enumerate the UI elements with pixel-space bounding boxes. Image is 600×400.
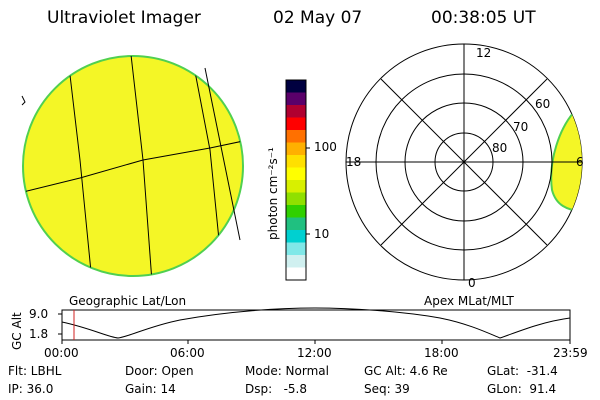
lat-label-70: 70 [513, 120, 529, 134]
colorbar-segment [286, 242, 306, 256]
colorbar-segment [286, 192, 306, 206]
colorbar-segment [286, 142, 306, 156]
plot-frame [61, 309, 571, 341]
apex-panel-label: Apex MLat/MLT [424, 294, 514, 308]
longitude-line [204, 67, 241, 241]
polar-plot [345, 43, 583, 281]
gc-alt-value: GC Alt: 4.6 Re [364, 364, 448, 378]
colorbar-segment [286, 92, 306, 106]
mlt-label-18: 18 [346, 155, 362, 169]
colorbar-border [285, 79, 307, 281]
mode-value: Mode: Normal [245, 364, 329, 378]
mlt-label-12: 12 [476, 46, 492, 60]
gain-value: Gain: 14 [125, 382, 176, 396]
mlt-label-0: 0 [468, 276, 476, 290]
colorbar-segment [286, 217, 306, 231]
orbit-xtick-0000: 00:00 [44, 346, 79, 360]
colorbar-label-10: 10 [314, 227, 330, 241]
orbit-xtick-0600: 06:00 [170, 346, 205, 360]
dsp-value: Dsp: -5.8 [245, 382, 308, 396]
altitude-curve [61, 307, 571, 339]
orbit-ylabel: GC Alt [10, 312, 24, 350]
glat-value: GLat: -31.4 [487, 364, 558, 378]
orbit-xtick-1800: 18:00 [424, 346, 459, 360]
colorbar-segment [286, 255, 306, 268]
orbit-ymin-label: 1.8 [29, 327, 49, 341]
colorbar-segment [286, 117, 306, 131]
colorbar-segment [286, 130, 306, 143]
lat-label-80: 80 [492, 141, 508, 155]
time-label: 00:38:05 UT [431, 8, 536, 28]
colorbar-segment [286, 205, 306, 218]
filter-value: Flt: LBHL [8, 364, 62, 378]
longitude-line [191, 56, 223, 271]
color-scale-bar [285, 79, 307, 281]
colorbar-segment [286, 167, 306, 181]
glon-value: GLon: 91.4 [487, 382, 557, 396]
lat-label-60: 60 [535, 97, 551, 111]
mlt-label-6: 6 [576, 155, 584, 169]
colorbar-label-100: 100 [314, 140, 337, 154]
colorbar-segment [286, 230, 306, 243]
ip-value: IP: 36.0 [8, 382, 54, 396]
door-value: Door: Open [125, 364, 194, 378]
latitude-line [23, 139, 243, 193]
colorbar-segment [286, 267, 306, 281]
geographic-disk [21, 55, 244, 277]
orbit-xtick-2359: 23:59 [553, 346, 588, 360]
date-label: 02 May 07 [273, 8, 363, 28]
orbit-xtick-1200: 12:00 [297, 346, 332, 360]
colorbar-segment [286, 155, 306, 168]
orbit-ymax-label: 9.0 [29, 307, 49, 321]
orbit-altitude-plot [58, 307, 571, 344]
longitude-line [67, 57, 93, 276]
colorbar-unit-label: photon cm⁻²s⁻¹ [266, 147, 280, 240]
colorbar-segment [286, 180, 306, 193]
geographic-panel-label: Geographic Lat/Lon [69, 294, 187, 308]
seq-value: Seq: 39 [364, 382, 410, 396]
instrument-title: Ultraviolet Imager [47, 8, 201, 28]
colorbar-segment [286, 105, 306, 118]
colorbar-segment [286, 80, 306, 93]
tick-mark [21, 95, 26, 106]
mlt-diagonal [380, 78, 548, 246]
